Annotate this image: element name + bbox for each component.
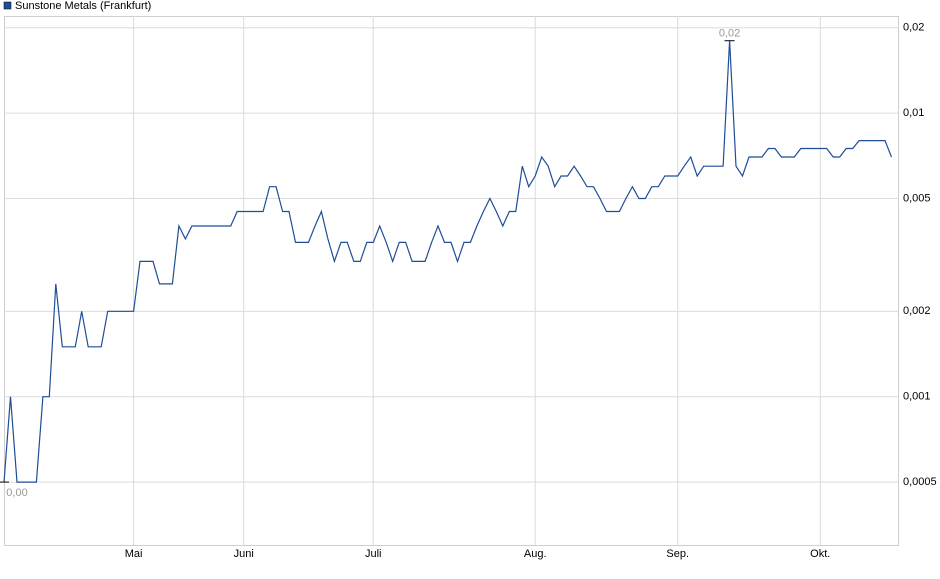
y-tick-label: 0,001 bbox=[903, 391, 931, 403]
y-tick-label: 0,0005 bbox=[903, 476, 937, 488]
x-tick-label: Mai bbox=[125, 548, 143, 560]
legend-label: Sunstone Metals (Frankfurt) bbox=[15, 0, 151, 12]
value-label: 0,00 bbox=[6, 487, 27, 499]
x-tick-label: Juni bbox=[234, 548, 254, 560]
x-tick-label: Sep. bbox=[666, 548, 689, 560]
y-tick-label: 0,01 bbox=[903, 107, 924, 119]
x-tick-label: Juli bbox=[365, 548, 382, 560]
x-tick-label: Okt. bbox=[810, 548, 830, 560]
y-tick-label: 0,005 bbox=[903, 192, 931, 204]
price-line bbox=[3, 40, 893, 483]
value-label: 0,02 bbox=[719, 28, 740, 40]
x-tick-label: Aug. bbox=[524, 548, 547, 560]
y-tick-label: 0,002 bbox=[903, 305, 931, 317]
plot-frame bbox=[4, 16, 899, 546]
y-tick-label: 0,02 bbox=[903, 22, 924, 34]
legend-swatch bbox=[3, 1, 12, 10]
